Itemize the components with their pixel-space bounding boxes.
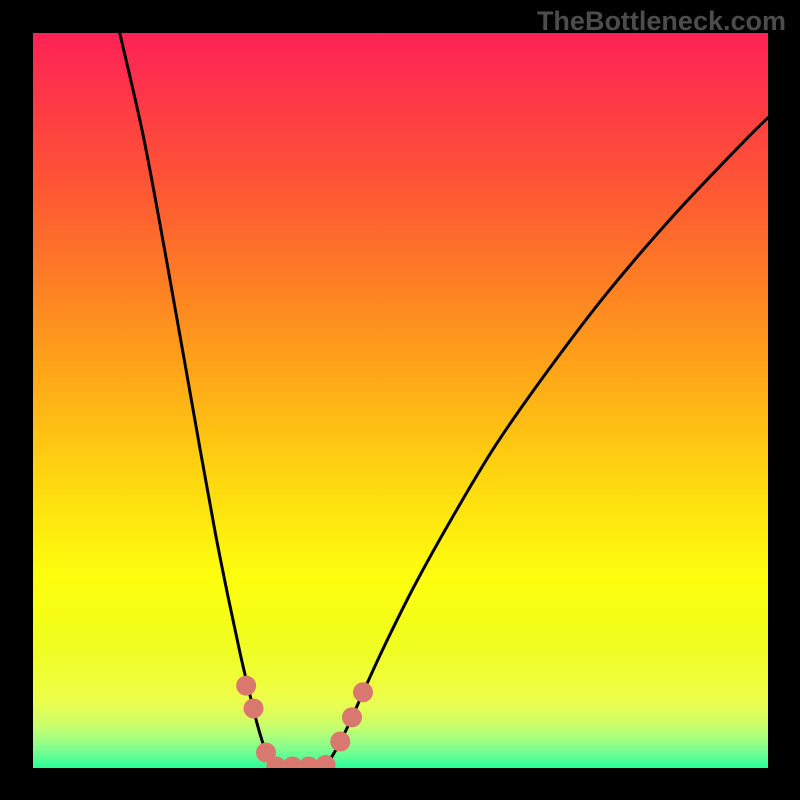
chart-stage: TheBottleneck.com bbox=[0, 0, 800, 800]
marker-dot bbox=[342, 707, 362, 727]
marker-dot bbox=[244, 698, 264, 718]
watermark-text: TheBottleneck.com bbox=[537, 6, 786, 37]
marker-dot bbox=[330, 732, 350, 752]
marker-dot bbox=[353, 682, 373, 702]
marker-dot bbox=[236, 676, 256, 696]
chart-plot-area bbox=[33, 33, 768, 768]
